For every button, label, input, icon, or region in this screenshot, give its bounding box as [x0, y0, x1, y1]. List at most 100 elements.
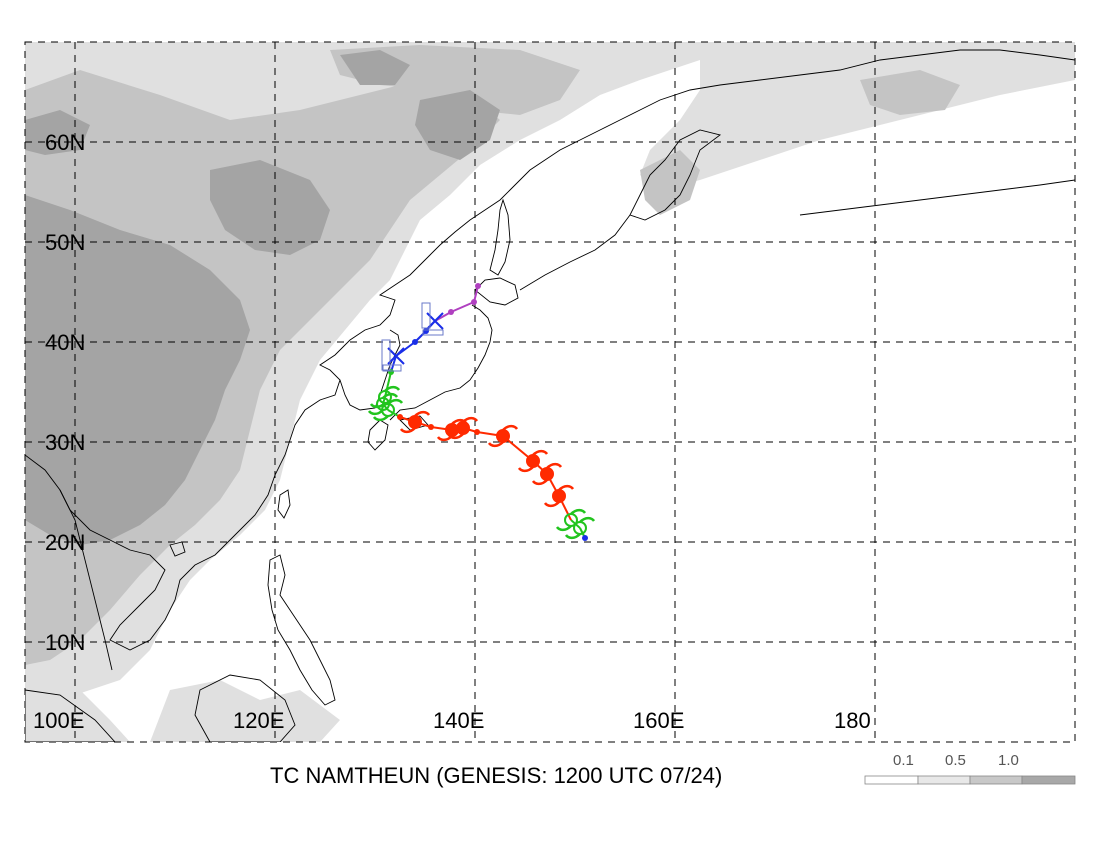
track-point	[428, 424, 434, 430]
coast-sumatra	[25, 689, 116, 742]
coast-asia-mainland	[25, 49, 1075, 651]
track-point	[397, 414, 403, 420]
symbol-core	[456, 421, 470, 435]
shade-mid-region-ne	[860, 70, 960, 115]
lat-label-60: 60N	[45, 130, 85, 155]
legend: 0.1 0.5 1.0	[864, 752, 1076, 785]
coast-taiwan	[277, 489, 291, 519]
track-point-x	[426, 312, 444, 330]
bar-marker	[382, 364, 402, 372]
track-segment	[450, 301, 475, 313]
coast-kurils	[519, 214, 631, 291]
coast-japan-honshu	[389, 304, 493, 421]
symbol-arm	[517, 466, 534, 473]
lat-label-30: 30N	[45, 430, 85, 455]
bar-marker	[422, 329, 444, 336]
storm-track	[367, 283, 596, 541]
lat-label-50: 50N	[45, 230, 85, 255]
track-segment	[384, 371, 392, 398]
symbol-arm	[564, 533, 581, 540]
shade-light-region-se	[150, 680, 340, 742]
lat-label-40: 40N	[45, 330, 85, 355]
symbol-arm	[502, 424, 519, 431]
symbol-core	[552, 489, 566, 503]
tropical-storm-symbol	[369, 385, 401, 409]
coast-korea	[339, 329, 401, 411]
symbol-arm	[543, 501, 560, 508]
lon-label-160e: 160E	[633, 708, 684, 733]
coast-borneo	[194, 674, 296, 742]
coast-sakhalin	[489, 198, 511, 276]
coast-hokkaido	[474, 277, 519, 306]
symbol-core	[540, 467, 554, 481]
shade-light-region-ne	[640, 42, 1075, 190]
lon-label-120e: 120E	[233, 708, 284, 733]
lon-labels: 100E 120E 140E 160E 180	[33, 708, 871, 733]
shade-dark-region	[25, 195, 250, 545]
tropical-storm-symbol	[564, 516, 596, 540]
bar-marker	[381, 339, 391, 371]
symbol-arm	[531, 479, 548, 486]
symbol-arm	[570, 508, 587, 515]
typhoon-symbol	[531, 462, 563, 486]
track-point-x	[387, 347, 405, 365]
symbol-arm	[384, 385, 401, 392]
symbol-arm	[382, 392, 399, 399]
coastlines	[25, 49, 1075, 742]
shade-mid-region-kam	[640, 150, 700, 215]
symbol-arm	[487, 441, 504, 448]
legend-label: 0.1	[893, 752, 914, 769]
lat-label-20: 20N	[45, 530, 85, 555]
typhoon-symbol	[399, 410, 431, 434]
typhoon-symbol	[487, 424, 519, 448]
lat-label-10: 10N	[45, 630, 85, 655]
coast-philippines	[267, 554, 336, 706]
symbol-arm	[532, 449, 549, 456]
coast-indochina	[59, 489, 113, 671]
symbol-arm	[555, 525, 572, 532]
symbol-core	[445, 423, 459, 437]
symbol-arm	[399, 427, 416, 434]
legend-label: 0.5	[945, 752, 966, 769]
symbol-arm	[372, 415, 389, 422]
legend-swatch	[864, 775, 919, 785]
symbol-arm	[546, 462, 563, 469]
tropical-storm-symbol	[555, 508, 587, 532]
tropical-storm-symbol	[367, 392, 399, 416]
legend-swatch	[1021, 775, 1076, 785]
symbol-arm	[414, 410, 431, 417]
shade-dark-region-2	[210, 160, 330, 255]
shade-dark-region-4	[340, 50, 410, 85]
symbol-arm	[367, 409, 384, 416]
terrain-shading	[25, 42, 1075, 742]
lon-label-100e: 100E	[33, 708, 84, 733]
symbol-arm	[436, 435, 453, 442]
symbol-arm	[451, 418, 468, 425]
symbol-core	[496, 429, 510, 443]
shade-dark-region-5	[25, 110, 90, 155]
typhoon-symbol	[436, 418, 468, 442]
legend-swatch	[969, 775, 1023, 785]
map-frame	[24, 41, 1076, 743]
track-point	[582, 535, 588, 541]
map-title: TC NAMTHEUN (GENESIS: 1200 UTC 07/24)	[270, 763, 722, 788]
typhoon-symbol	[543, 484, 575, 508]
coast-hainan	[169, 541, 186, 557]
track-point	[471, 299, 477, 305]
legend-label: 1.0	[998, 752, 1019, 769]
symbol-core	[408, 415, 422, 429]
x-stroke	[387, 347, 405, 365]
lat-labels: 60N 50N 40N 30N 20N 10N	[45, 130, 85, 655]
symbol-arm	[579, 516, 596, 523]
map-area	[25, 42, 1075, 742]
track-bars	[381, 302, 444, 372]
symbol-core	[526, 454, 540, 468]
lon-label-180: 180	[834, 708, 871, 733]
coast-aleutians	[799, 179, 1075, 216]
track-point	[448, 309, 454, 315]
coast-kamchatka	[629, 129, 722, 221]
track-point	[474, 429, 480, 435]
bar-marker	[421, 302, 431, 329]
track-point	[412, 339, 418, 345]
